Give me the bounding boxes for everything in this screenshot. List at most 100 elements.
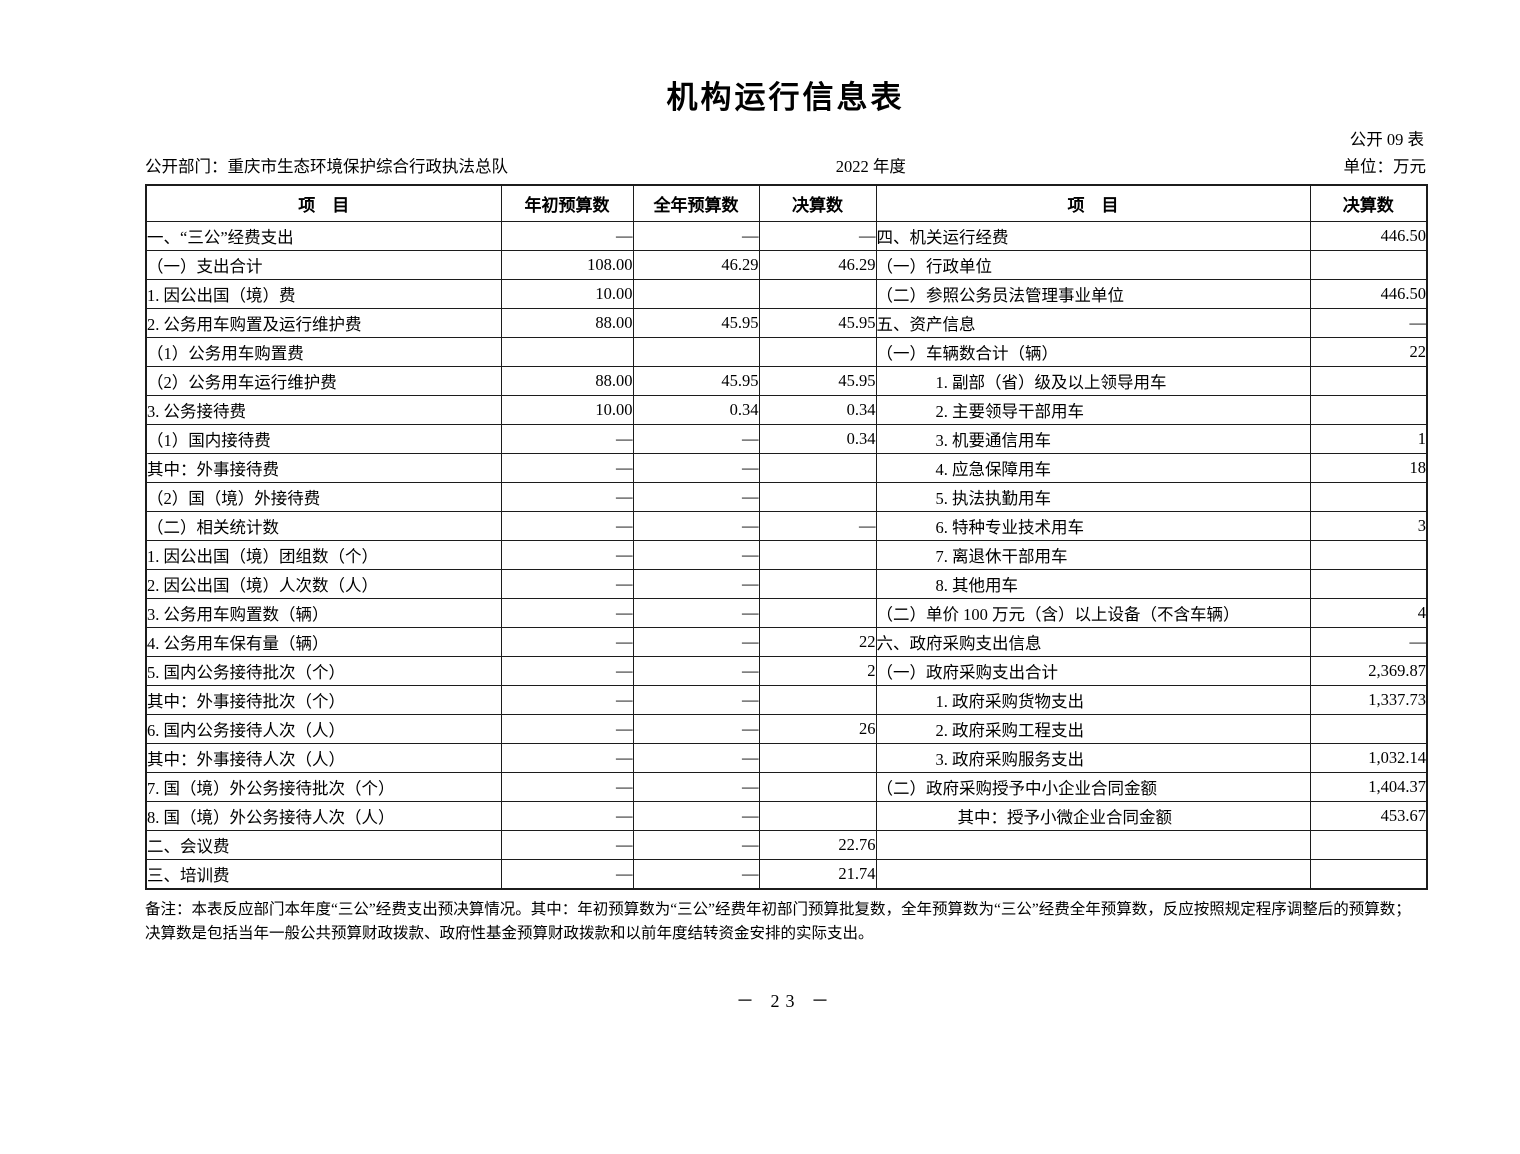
value-cell: 1,032.14 — [1309, 742, 1428, 773]
item-label-cell: 2. 因公出国（境）人次数（人） — [145, 568, 502, 599]
value-cell — [758, 568, 877, 599]
item-label-cell: 其中：外事接待人次（人） — [145, 742, 502, 773]
item-label-cell: 1. 副部（省）级及以上领导用车 — [875, 365, 1311, 396]
item-label-cell: （1）国内接待费 — [145, 423, 502, 454]
operation-info-table: 项 目 年初预算数 全年预算数 决算数 项 目 决算数 一、“三公”经费支出 — —… — [145, 183, 1428, 890]
table-row: （2）公务用车运行维护费 88.00 45.95 45.95 1. 副部（省）级及以上领… — [145, 365, 1428, 396]
value-cell — [1309, 394, 1428, 425]
item-label-cell: 六、政府采购支出信息 — [875, 626, 1311, 657]
value-cell: 88.00 — [500, 307, 634, 338]
value-cell — [1309, 829, 1428, 860]
value-cell: 22 — [758, 626, 877, 657]
value-cell: 22 — [1309, 336, 1428, 367]
column-header-final-right: 决算数 — [1309, 184, 1428, 222]
table-header: 项 目 年初预算数 全年预算数 决算数 项 目 决算数 — [145, 184, 1428, 222]
value-cell: 26 — [758, 713, 877, 744]
item-label-cell: 二、会议费 — [145, 829, 502, 860]
value-cell: — — [632, 481, 760, 512]
table-row: 其中：外事接待人次（人） — —3. 政府采购服务支出 1,032.14 — [145, 742, 1428, 773]
table-row: （二）相关统计数 — — —6. 特种专业技术用车 3 — [145, 510, 1428, 541]
table-row: 5. 国内公务接待批次（个） — —2 （一）政府采购支出合计 2,369.87 — [145, 655, 1428, 686]
table-row: 其中：外事接待批次（个） — —1. 政府采购货物支出 1,337.73 — [145, 684, 1428, 715]
item-label-cell: （2）公务用车运行维护费 — [145, 365, 502, 396]
item-label-cell: 3. 公务接待费 — [145, 394, 502, 425]
item-label-cell: 四、机关运行经费 — [875, 220, 1311, 251]
value-cell: 4 — [1309, 597, 1428, 628]
value-cell — [632, 278, 760, 309]
value-cell: — — [500, 626, 634, 657]
value-cell: — — [500, 452, 634, 483]
table-row: 6. 国内公务接待人次（人） — —26 2. 政府采购工程支出 — [145, 713, 1428, 744]
value-cell — [758, 771, 877, 802]
value-cell: 2 — [758, 655, 877, 686]
value-cell — [758, 539, 877, 570]
value-cell: — — [758, 220, 877, 251]
value-cell — [758, 336, 877, 367]
value-cell: — — [500, 684, 634, 715]
column-header-initial-budget: 年初预算数 — [500, 184, 634, 222]
value-cell: 88.00 — [500, 365, 634, 396]
value-cell: 3 — [1309, 510, 1428, 541]
item-label-cell: 4. 应急保障用车 — [875, 452, 1311, 483]
value-cell: 22.76 — [758, 829, 877, 860]
item-label-cell: （1）公务用车购置费 — [145, 336, 502, 367]
table-row: 7. 国（境）外公务接待批次（个） — — （二）政府采购授予中小企业合同金额 1,40… — [145, 771, 1428, 802]
value-cell: 0.34 — [632, 394, 760, 425]
value-cell — [1309, 568, 1428, 599]
value-cell: — — [632, 423, 760, 454]
item-label-cell: （一）支出合计 — [145, 249, 502, 280]
item-label-cell — [875, 829, 1311, 860]
value-cell: 2,369.87 — [1309, 655, 1428, 686]
item-label-cell: （一）车辆数合计（辆） — [875, 336, 1311, 367]
value-cell — [758, 278, 877, 309]
item-label-cell: （二）政府采购授予中小企业合同金额 — [875, 771, 1311, 802]
table-row: （1）公务用车购置费 （一）车辆数合计（辆） 22 — [145, 336, 1428, 367]
column-header-item-left: 项 目 — [145, 184, 502, 222]
item-label-cell: （一）行政单位 — [875, 249, 1311, 280]
item-label-cell: 3. 公务用车购置数（辆） — [145, 597, 502, 628]
footnote: 备注：本表反应部门本年度“三公”经费支出预决算情况。其中：年初预算数为“三公”经… — [145, 900, 1411, 943]
value-cell: — — [632, 510, 760, 541]
item-label-cell: 其中：授予小微企业合同金额 — [875, 800, 1311, 831]
item-label-cell: 2. 主要领导干部用车 — [875, 394, 1311, 425]
value-cell — [1309, 365, 1428, 396]
table-row: 1. 因公出国（境）费 10.00 （二）参照公务员法管理事业单位 446.50 — [145, 278, 1428, 309]
value-cell: — — [632, 452, 760, 483]
table-row: 2. 公务用车购置及运行维护费 88.00 45.95 45.95 五、资产信息 — — [145, 307, 1428, 338]
value-cell: 45.95 — [632, 365, 760, 396]
value-cell — [758, 684, 877, 715]
value-cell: 46.29 — [632, 249, 760, 280]
value-cell: — — [632, 742, 760, 773]
value-cell: — — [632, 800, 760, 831]
item-label-cell: 6. 国内公务接待人次（人） — [145, 713, 502, 744]
table-row: 3. 公务接待费 10.00 0.34 0.34 2. 主要领导干部用车 — [145, 394, 1428, 425]
table-row: 二、会议费 — —22.76 — [145, 829, 1428, 860]
table-body: 一、“三公”经费支出 — — — 四、机关运行经费 446.50 （一）支出合计 108.00… — [145, 220, 1428, 890]
value-cell: — — [500, 481, 634, 512]
value-cell: — — [500, 742, 634, 773]
value-cell: 453.67 — [1309, 800, 1428, 831]
item-label-cell: 1. 因公出国（境）团组数（个） — [145, 539, 502, 570]
value-cell — [758, 742, 877, 773]
value-cell: — — [500, 568, 634, 599]
value-cell — [758, 800, 877, 831]
value-cell: 446.50 — [1309, 278, 1428, 309]
value-cell: 446.50 — [1309, 220, 1428, 251]
value-cell: — — [1309, 307, 1428, 338]
item-label-cell: 8. 其他用车 — [875, 568, 1311, 599]
item-label-cell: 8. 国（境）外公务接待人次（人） — [145, 800, 502, 831]
value-cell: — — [1309, 626, 1428, 657]
form-code: 公开 09 表 — [1349, 129, 1424, 149]
value-cell: — — [632, 539, 760, 570]
value-cell: 0.34 — [758, 423, 877, 454]
item-label-cell: 5. 国内公务接待批次（个） — [145, 655, 502, 686]
item-label-cell: 三、培训费 — [145, 858, 502, 890]
department-label: 公开部门：重庆市生态环境保护综合行政执法总队 — [145, 156, 508, 176]
item-label-cell: 5. 执法执勤用车 — [875, 481, 1311, 512]
table-row: （2）国（境）外接待费 — —5. 执法执勤用车 — [145, 481, 1428, 512]
item-label-cell: 五、资产信息 — [875, 307, 1311, 338]
value-cell — [758, 597, 877, 628]
value-cell: 1 — [1309, 423, 1428, 454]
page-number: － 23 － — [736, 991, 835, 1012]
item-label-cell: （二）相关统计数 — [145, 510, 502, 541]
